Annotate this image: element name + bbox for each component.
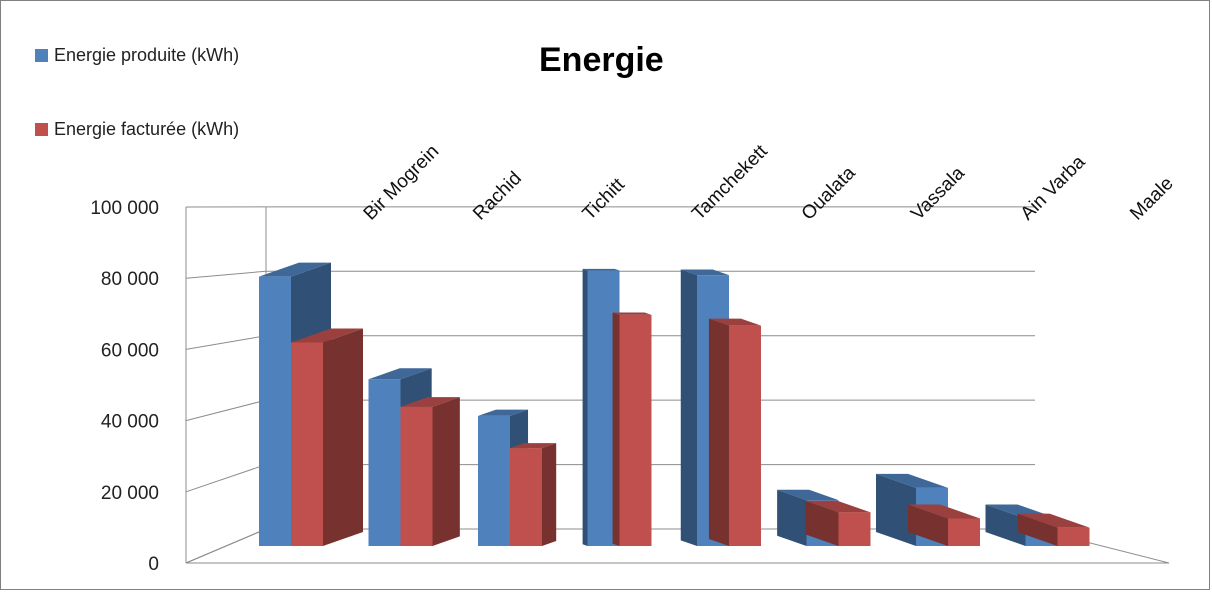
bar-1 — [838, 512, 871, 546]
bar-top-1 — [510, 443, 557, 449]
bar-side-1 — [708, 318, 729, 546]
bar-side-0 — [680, 269, 697, 546]
bar-top-1 — [612, 312, 652, 315]
side-wall-gridline — [185, 464, 267, 493]
bar-side-1 — [323, 328, 363, 546]
legend-label-facturee: Energie facturée (kWh) — [54, 119, 240, 139]
legend-item-produite: Energie produite (kWh) — [35, 45, 239, 66]
bar-1 — [619, 314, 652, 546]
bar-top-1 — [805, 500, 871, 513]
bar-1 — [510, 448, 542, 546]
side-wall-gridline — [185, 270, 267, 279]
bar-0 — [259, 276, 291, 546]
bar-side-1 — [805, 500, 839, 546]
bar-top-0 — [777, 489, 839, 501]
bar-0 — [368, 379, 401, 546]
bar-1 — [400, 406, 433, 546]
y-tick-label: 60 000 — [101, 340, 159, 361]
bar-top-1 — [291, 328, 363, 343]
bar-top-0 — [478, 409, 529, 416]
y-tick-label: 80 000 — [101, 269, 159, 290]
y-tick-label: 0 — [148, 554, 159, 575]
bar-1 — [291, 342, 323, 546]
bar-1 — [729, 325, 761, 546]
bar-side-1 — [612, 312, 620, 546]
side-wall-gridline — [185, 399, 267, 422]
y-tick-label: 20 000 — [101, 483, 159, 504]
x-tick-label: Ain Varba — [1017, 151, 1090, 224]
side-wall-gridline — [185, 335, 267, 350]
y-tick-label: 100 000 — [90, 198, 159, 219]
bar-top-1 — [908, 504, 980, 519]
legend-swatch-facturee — [35, 123, 48, 136]
legend-label-produite: Energie produite (kWh) — [54, 45, 240, 65]
bar-side-1 — [1017, 513, 1058, 546]
bar-side-0 — [985, 504, 1026, 546]
bar-top-0 — [368, 368, 432, 380]
bar-side-0 — [777, 489, 807, 546]
legend-swatch-produite — [35, 49, 48, 62]
y-tick-label: 40 000 — [101, 412, 159, 433]
bar-top-0 — [582, 268, 620, 271]
bar-side-0 — [876, 473, 916, 546]
chart-title: Energie — [539, 41, 664, 79]
bar-top-1 — [400, 397, 460, 407]
bar-0 — [478, 415, 510, 546]
bar-side-1 — [908, 504, 948, 546]
bar-top-0 — [259, 262, 331, 277]
x-tick-label: Tichitt — [579, 174, 630, 225]
bar-top-1 — [1017, 513, 1090, 528]
bar-side-0 — [582, 268, 588, 546]
bar-top-0 — [876, 473, 948, 488]
x-tick-label: Tamchekett — [688, 140, 772, 224]
bar-side-1 — [542, 443, 557, 546]
x-tick-label: Rachid — [469, 168, 526, 225]
legend-item-facturee: Energie facturée (kWh) — [35, 119, 239, 140]
bar-top-1 — [708, 318, 761, 326]
bar-1 — [948, 518, 980, 546]
bar-top-0 — [680, 269, 729, 276]
x-tick-label: Oualata — [798, 162, 860, 224]
x-tick-label: Vassala — [907, 163, 969, 225]
bar-1 — [1057, 527, 1090, 546]
bar-side-1 — [432, 397, 460, 546]
x-tick-label: Maale — [1126, 173, 1177, 224]
x-tick-label: Bir Mogrein — [360, 141, 444, 225]
